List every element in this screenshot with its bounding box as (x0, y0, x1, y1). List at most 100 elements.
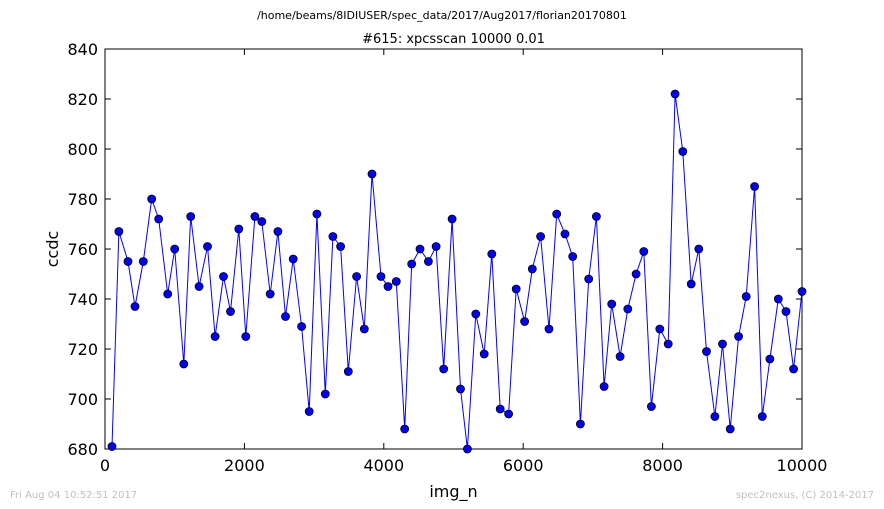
data-point (655, 324, 665, 334)
timestamp-footer: Fri Aug 04 10:52:51 2017 (10, 490, 137, 501)
data-point (757, 412, 767, 421)
data-point (234, 224, 244, 234)
x-tick-label: 4000 (363, 456, 404, 475)
data-point (250, 212, 260, 221)
data-point (631, 269, 641, 279)
data-point (415, 244, 425, 254)
data-point (734, 332, 743, 341)
y-tick-label: 700 (67, 390, 98, 409)
data-point (797, 287, 807, 296)
y-tick-label: 800 (67, 140, 98, 159)
data-point (702, 347, 711, 356)
y-tick-label: 760 (67, 240, 98, 259)
data-point (568, 252, 578, 261)
y-tick-label: 780 (67, 190, 98, 209)
data-point (725, 424, 735, 434)
data-point (741, 292, 751, 301)
data-point (439, 364, 449, 374)
data-point (400, 424, 410, 434)
data-point (297, 322, 307, 331)
data-point (163, 289, 173, 299)
data-point (552, 209, 562, 219)
data-point (383, 282, 393, 291)
data-point (288, 254, 298, 264)
y-tick-label: 740 (67, 290, 98, 309)
y-tick-label: 720 (67, 340, 98, 359)
y-axis-label: ccdc (43, 231, 62, 268)
data-point (407, 259, 417, 269)
data-point (114, 227, 124, 236)
data-point (520, 317, 529, 326)
data-point (343, 367, 353, 376)
data-point (304, 407, 314, 416)
data-point (487, 249, 497, 259)
data-point (431, 242, 441, 251)
data-point (718, 339, 727, 349)
data-point (686, 279, 696, 289)
data-point (495, 404, 505, 414)
data-point (423, 257, 433, 266)
data-point (511, 284, 521, 294)
data-point (560, 229, 570, 239)
y-tick-label: 820 (67, 90, 98, 109)
data-point (219, 272, 228, 281)
data-point (359, 324, 369, 334)
data-point (544, 324, 554, 334)
data-point (607, 299, 617, 309)
data-point (710, 412, 720, 421)
data-points (107, 89, 807, 454)
data-point (154, 214, 164, 224)
data-point (194, 282, 204, 291)
data-point (694, 244, 704, 254)
data-point (123, 257, 133, 266)
data-point (536, 232, 545, 241)
data-point (615, 352, 625, 361)
data-point (462, 444, 472, 454)
series-line (111, 93, 803, 450)
data-point (391, 277, 401, 286)
data-point (789, 364, 798, 374)
data-point (336, 242, 346, 251)
data-point (750, 182, 759, 191)
data-point (147, 194, 157, 204)
data-point (328, 232, 338, 241)
data-point (592, 212, 601, 221)
y-tick-label: 840 (67, 40, 98, 59)
data-point (527, 264, 537, 274)
data-point (130, 302, 140, 311)
data-point (781, 307, 791, 316)
data-point (471, 309, 481, 319)
data-point (138, 257, 148, 266)
data-point (241, 332, 251, 341)
y-tick-label: 680 (67, 440, 98, 459)
data-point (447, 214, 457, 224)
data-point (639, 247, 649, 256)
data-point (765, 354, 775, 364)
chart-title: #615: xpcsscan 10000 0.01 (362, 32, 545, 47)
data-point (367, 169, 377, 179)
data-point (281, 312, 290, 321)
x-axis-label: img_n (429, 482, 477, 502)
data-path-label: /home/beams/8IDIUSER/spec_data/2017/Aug2… (257, 9, 627, 22)
data-point (107, 442, 117, 451)
data-point (599, 382, 609, 391)
axis-ticks (104, 48, 803, 450)
data-point (376, 272, 386, 281)
data-point (312, 209, 322, 219)
credit-footer: spec2nexus, (C) 2014-2017 (736, 490, 874, 501)
data-point (257, 217, 267, 226)
data-point (170, 244, 180, 254)
x-tick-label: 8000 (642, 456, 683, 475)
data-point (352, 272, 362, 281)
data-point (456, 384, 465, 394)
data-point (186, 212, 196, 221)
data-point (670, 89, 680, 99)
data-point (504, 409, 514, 419)
data-point (773, 294, 783, 304)
data-point (647, 402, 656, 411)
data-point (623, 304, 633, 314)
x-tick-label: 6000 (503, 456, 544, 475)
data-point (210, 332, 220, 341)
data-point (584, 274, 594, 284)
